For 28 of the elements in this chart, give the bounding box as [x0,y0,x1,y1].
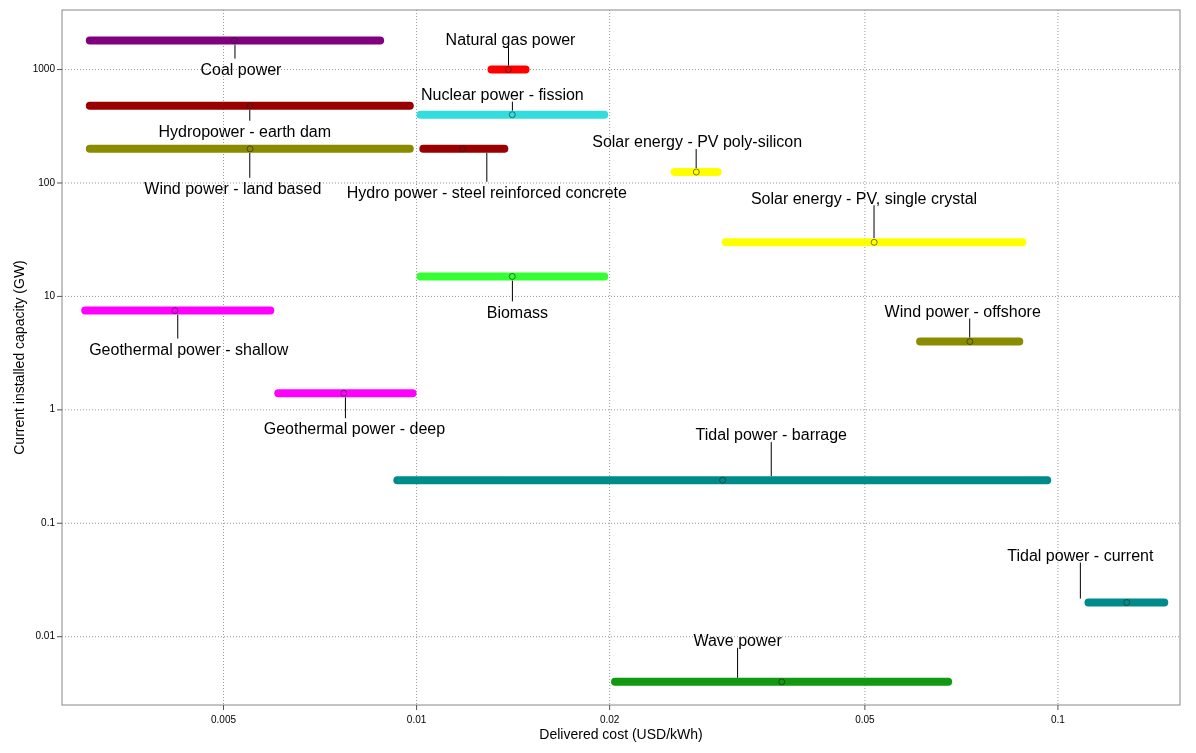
series-label: Wave power [693,632,783,650]
y-tick-label: 10 [43,290,56,302]
y-tick-label: 0.1 [41,516,56,528]
x-tick-label: 0.005 [210,714,237,725]
text: Solar energy - PV, single crystal [750,189,978,207]
text: Hydro power - steel reinforced concrete [346,184,627,202]
series-label: Natural gas power [445,30,577,48]
x-tick-label: 0.01 [406,714,427,725]
x-tick-label: 0.02 [599,714,620,725]
series-label: Coal power [200,60,283,78]
y-tick-label: 1 [49,403,56,415]
x-axis-title: Delivered cost (USD/kWh) [539,726,703,742]
series-label: Wind power - offshore [884,302,1041,320]
x-tick-label: 0.1 [1050,714,1066,725]
text: Tidal power - barrage [695,426,848,444]
text: Wind power - land based [144,180,322,198]
text: Tidal power - current [1007,546,1154,564]
y-tick-label: 100 [38,176,56,188]
series-label: Hydropower - earth dam [158,122,332,140]
y-tick-label: 1000 [32,63,56,75]
series-label: Nuclear power - fission [421,85,584,103]
x-tick-label: 0.05 [855,714,876,725]
text: Geothermal power - shallow [89,340,289,358]
text: Biomass [486,303,549,321]
y-tick-label: 0.01 [35,630,56,642]
text: Geothermal power - deep [263,420,446,438]
series-label: Solar energy - PV poly-silicon [592,133,803,151]
y-axis-title: Current installed capacity (GW) [10,260,27,455]
